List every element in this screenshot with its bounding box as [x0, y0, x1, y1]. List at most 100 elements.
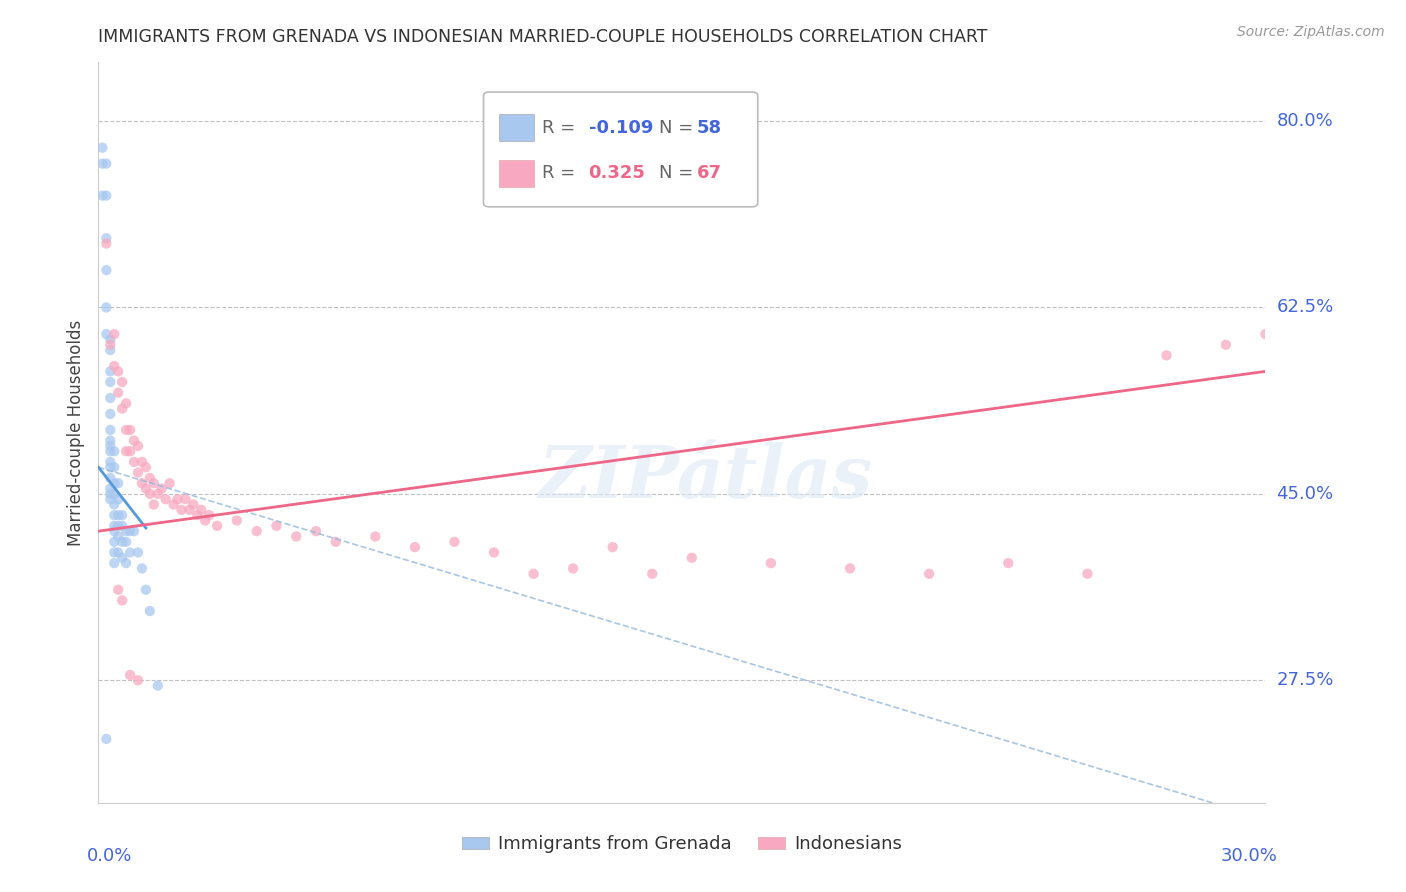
Point — [98, 337, 121, 351]
Y-axis label: Married-couple Households: Married-couple Households — [66, 319, 84, 546]
Point — [127, 439, 149, 453]
Text: 58: 58 — [697, 119, 723, 136]
Point — [103, 359, 125, 373]
Point — [107, 508, 129, 523]
Text: 30.0%: 30.0% — [1220, 847, 1277, 865]
Bar — [499, 114, 534, 141]
Point — [1254, 327, 1277, 342]
Point — [103, 534, 125, 549]
Point — [111, 534, 134, 549]
Point — [98, 391, 121, 405]
Point — [146, 679, 169, 693]
Point — [305, 524, 328, 538]
Point — [364, 529, 387, 543]
Text: -0.109: -0.109 — [589, 119, 652, 136]
Point — [522, 566, 544, 581]
Point — [135, 482, 157, 496]
Point — [122, 434, 145, 448]
Point — [443, 534, 465, 549]
Point — [103, 444, 125, 458]
Point — [96, 188, 118, 202]
Point — [997, 556, 1019, 570]
Point — [641, 566, 664, 581]
Point — [150, 482, 173, 496]
Point — [115, 423, 138, 437]
Point — [162, 498, 184, 512]
Point — [190, 503, 212, 517]
Point — [111, 518, 134, 533]
Point — [127, 545, 149, 559]
Point — [98, 364, 121, 378]
Point — [98, 487, 121, 501]
Text: R =: R = — [541, 164, 581, 183]
Point — [103, 498, 125, 512]
Point — [107, 364, 129, 378]
Point — [1156, 348, 1178, 362]
Point — [115, 534, 138, 549]
Point — [115, 556, 138, 570]
Legend: Immigrants from Grenada, Indonesians: Immigrants from Grenada, Indonesians — [454, 828, 910, 861]
Point — [107, 582, 129, 597]
Point — [404, 540, 426, 554]
Point — [120, 444, 142, 458]
Text: ZIPátlas: ZIPátlas — [538, 442, 872, 513]
Text: IMMIGRANTS FROM GRENADA VS INDONESIAN MARRIED-COUPLE HOUSEHOLDS CORRELATION CHAR: IMMIGRANTS FROM GRENADA VS INDONESIAN MA… — [98, 28, 988, 45]
Point — [135, 582, 157, 597]
Point — [681, 550, 703, 565]
Point — [103, 545, 125, 559]
Point — [266, 518, 288, 533]
Text: Source: ZipAtlas.com: Source: ZipAtlas.com — [1237, 25, 1385, 39]
Point — [96, 231, 118, 245]
Point — [115, 524, 138, 538]
Point — [198, 508, 221, 523]
Point — [183, 498, 205, 512]
Point — [120, 668, 142, 682]
Point — [120, 545, 142, 559]
Point — [562, 561, 585, 575]
Point — [103, 476, 125, 491]
Point — [225, 514, 247, 528]
Point — [98, 439, 121, 453]
Point — [205, 518, 228, 533]
Point — [96, 263, 118, 277]
Point — [98, 375, 121, 389]
Point — [170, 503, 193, 517]
Point — [1076, 566, 1098, 581]
Text: 0.325: 0.325 — [589, 164, 645, 183]
Point — [166, 492, 188, 507]
Point — [103, 460, 125, 475]
Point — [98, 471, 121, 485]
Point — [91, 156, 114, 170]
Point — [115, 444, 138, 458]
Point — [918, 566, 941, 581]
Point — [96, 236, 118, 251]
Text: 67: 67 — [697, 164, 723, 183]
Point — [131, 561, 153, 575]
Point — [98, 434, 121, 448]
Point — [103, 327, 125, 342]
Point — [98, 460, 121, 475]
Text: 62.5%: 62.5% — [1277, 299, 1334, 317]
Text: 45.0%: 45.0% — [1277, 485, 1334, 503]
Point — [98, 444, 121, 458]
Point — [120, 423, 142, 437]
Point — [159, 476, 181, 491]
Point — [127, 673, 149, 688]
Point — [482, 545, 505, 559]
Point — [142, 476, 165, 491]
Point — [98, 423, 121, 437]
Point — [131, 476, 153, 491]
Point — [111, 401, 134, 416]
Bar — [499, 161, 534, 186]
Point — [98, 455, 121, 469]
Point — [98, 407, 121, 421]
Point — [122, 455, 145, 469]
Text: 80.0%: 80.0% — [1277, 112, 1333, 130]
Text: 27.5%: 27.5% — [1277, 672, 1334, 690]
Point — [103, 487, 125, 501]
Text: N =: N = — [658, 164, 699, 183]
Point — [107, 529, 129, 543]
Point — [103, 556, 125, 570]
Point — [107, 518, 129, 533]
Point — [96, 731, 118, 746]
